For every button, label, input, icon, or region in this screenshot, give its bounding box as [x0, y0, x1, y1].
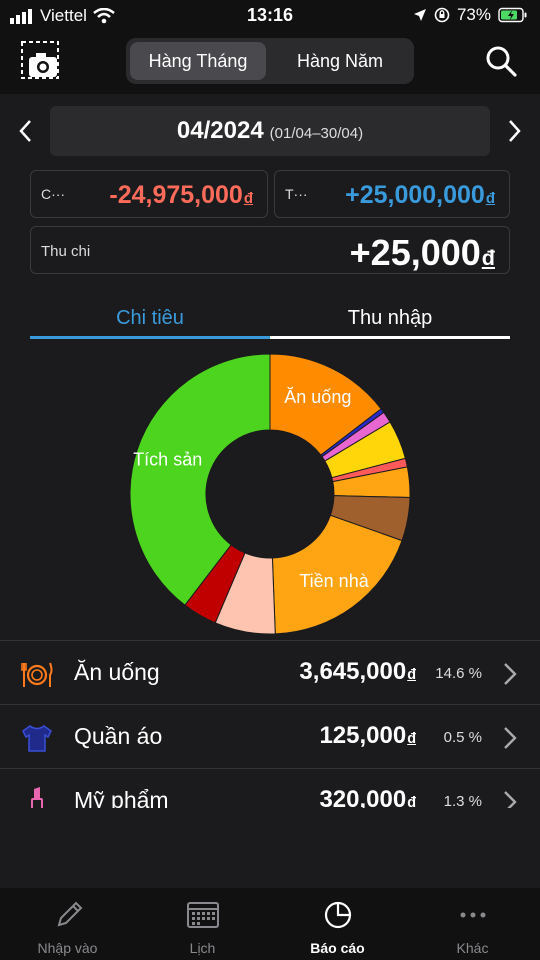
- segment-monthly[interactable]: Hàng Tháng: [130, 42, 266, 80]
- chevron-right-icon: [502, 661, 518, 687]
- rotation-lock-icon: [434, 7, 450, 23]
- amount-value: 3,645,000: [299, 658, 406, 685]
- currency-symbol: đ: [407, 795, 416, 808]
- list-item[interactable]: Mỹ phẩm 320,000đ 1.3 %: [0, 768, 540, 808]
- next-month-icon[interactable]: [502, 116, 526, 146]
- prev-month-icon[interactable]: [14, 116, 38, 146]
- slice-label: Tích sản: [133, 449, 202, 469]
- pencil-icon: [51, 900, 85, 930]
- lipstick-icon: [20, 785, 54, 808]
- currency-symbol: đ: [407, 667, 416, 683]
- screenshot-camera-icon[interactable]: [20, 40, 62, 82]
- category-name: Ăn uống: [74, 659, 160, 686]
- list-item[interactable]: Quần áo 125,000đ 0.5 %: [0, 704, 540, 768]
- list-item[interactable]: Ăn uống 3,645,000đ 14.6 %: [0, 640, 540, 704]
- period-range: (01/04–30/04): [270, 125, 363, 142]
- tab-expense[interactable]: Chi tiêu: [30, 300, 270, 336]
- expense-donut-chart[interactable]: Ăn uống Tiền nhà Tích sản: [130, 354, 410, 634]
- slice-label: Tiền nhà: [299, 571, 369, 591]
- income-value: +25,000,000đ: [345, 181, 495, 210]
- category-name: Mỹ phẩm: [74, 787, 169, 808]
- slice-label: Ăn uống: [284, 387, 351, 407]
- category-amount: 125,000đ: [319, 722, 416, 750]
- expense-card: C··· -24,975,000đ: [30, 170, 268, 218]
- report-tabs: Chi tiêu Thu nhập: [30, 300, 510, 342]
- period-type-segment: Hàng Tháng Hàng Năm: [126, 38, 414, 84]
- bottom-tab-bar: Nhập vào Lịch Báo cáo Khác: [0, 888, 540, 960]
- food-icon: [20, 657, 54, 691]
- amount-value: 125,000: [319, 722, 406, 749]
- income-card: T··· +25,000,000đ: [274, 170, 510, 218]
- tabbar-item-report[interactable]: Báo cáo: [270, 888, 405, 960]
- header: Hàng Tháng Hàng Năm: [0, 32, 540, 94]
- status-right: 73%: [413, 5, 528, 25]
- category-list: Ăn uống 3,645,000đ 14.6 % Quần áo 125,00…: [0, 640, 540, 808]
- income-amount: +25,000,000: [345, 181, 485, 209]
- tabbar-label: Khác: [405, 940, 540, 956]
- more-icon: [456, 900, 490, 930]
- currency-symbol: đ: [244, 190, 253, 207]
- category-name: Quần áo: [74, 723, 162, 750]
- period-label: 04/2024: [177, 117, 264, 144]
- currency-symbol: đ: [486, 190, 495, 207]
- chevron-right-icon: [502, 789, 518, 808]
- expense-value: -24,975,000đ: [109, 181, 253, 210]
- location-icon: [413, 8, 427, 22]
- tabbar-item-input[interactable]: Nhập vào: [0, 888, 135, 960]
- balance-amount: +25,000: [350, 232, 481, 273]
- calendar-icon: [186, 900, 220, 930]
- income-label: T···: [285, 186, 308, 202]
- status-bar: Viettel 13:16 73%: [0, 0, 540, 32]
- search-icon[interactable]: [484, 44, 518, 78]
- shirt-icon: [20, 721, 54, 755]
- period-display[interactable]: 04/2024 (01/04–30/04): [50, 106, 490, 156]
- balance-card: Thu chi +25,000đ: [30, 226, 510, 274]
- tab-income-underline: [270, 336, 510, 339]
- tab-expense-underline: [30, 336, 270, 339]
- tabbar-item-more[interactable]: Khác: [405, 888, 540, 960]
- period-selector: 04/2024 (01/04–30/04): [0, 104, 540, 158]
- expense-label: C···: [41, 186, 65, 202]
- battery-icon: [498, 7, 528, 23]
- chevron-right-icon: [502, 725, 518, 751]
- tab-income[interactable]: Thu nhập: [270, 300, 510, 336]
- currency-symbol: đ: [482, 245, 495, 270]
- currency-symbol: đ: [407, 731, 416, 747]
- tabbar-label: Báo cáo: [270, 940, 405, 956]
- amount-value: 320,000: [319, 786, 406, 808]
- tabbar-label: Lịch: [135, 940, 270, 956]
- category-percent: 0.5 %: [444, 729, 482, 746]
- balance-value: +25,000đ: [350, 232, 495, 274]
- battery-percent: 73%: [457, 5, 491, 25]
- expense-amount: -24,975,000: [109, 181, 242, 209]
- category-amount: 3,645,000đ: [299, 658, 416, 686]
- category-amount: 320,000đ: [319, 786, 416, 808]
- tabbar-item-calendar[interactable]: Lịch: [135, 888, 270, 960]
- balance-label: Thu chi: [41, 243, 90, 260]
- category-percent: 1.3 %: [444, 793, 482, 808]
- tabbar-label: Nhập vào: [0, 940, 135, 956]
- category-percent: 14.6 %: [435, 665, 482, 682]
- segment-yearly[interactable]: Hàng Năm: [270, 42, 410, 80]
- pie-chart-icon: [321, 900, 355, 930]
